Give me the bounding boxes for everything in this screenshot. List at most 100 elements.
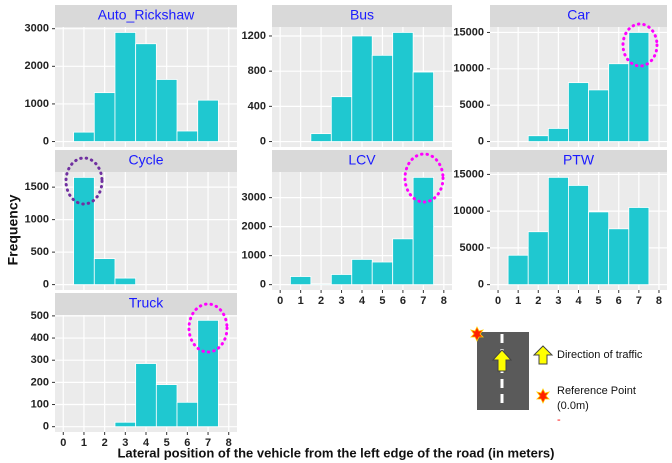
bar: [136, 44, 157, 142]
bar: [177, 131, 198, 142]
y-tick-label: 1200: [242, 30, 266, 42]
bar: [528, 232, 548, 285]
x-tick-label: 4: [575, 295, 582, 307]
x-axis-label: Lateral position of the vehicle from the…: [117, 445, 554, 460]
bar: [393, 32, 413, 141]
facet-title: PTW: [563, 152, 595, 168]
facet-title: Cycle: [128, 152, 163, 168]
bar: [198, 320, 219, 426]
y-tick-label: 1500: [25, 181, 49, 193]
y-tick-label: 200: [31, 376, 49, 388]
bar: [508, 255, 528, 284]
bar: [352, 259, 372, 284]
x-tick-label: 2: [318, 295, 324, 307]
x-tick-label: 7: [636, 295, 642, 307]
x-tick-label: 1: [81, 437, 87, 449]
y-axis-label: Frequency: [5, 194, 21, 265]
bar: [629, 32, 649, 141]
y-tick-label: 400: [31, 332, 49, 344]
bar: [413, 177, 433, 284]
legend-dash: -: [557, 414, 561, 426]
facet-title: Bus: [350, 7, 374, 23]
x-tick-label: 7: [420, 295, 426, 307]
y-tick-label: 500: [31, 246, 49, 258]
legend-text: (0.0m): [557, 400, 589, 412]
legend-text: Direction of traffic: [557, 349, 643, 361]
bar: [352, 36, 372, 142]
y-tick-label: 0: [260, 135, 266, 147]
y-tick-label: 800: [248, 65, 266, 77]
bar: [198, 100, 219, 141]
bar: [136, 364, 157, 427]
y-tick-label: 1000: [242, 250, 266, 262]
x-tick-label: 5: [596, 295, 602, 307]
x-tick-label: 5: [379, 295, 385, 307]
legend-text: Reference Point: [557, 385, 636, 397]
y-tick-label: 3000: [25, 23, 49, 35]
x-tick-label: 6: [184, 437, 190, 449]
y-tick-label: 300: [31, 354, 49, 366]
bar: [609, 64, 629, 142]
legend-box: Direction of traffic Reference Point (0.…: [471, 327, 643, 426]
y-tick-label: 1000: [25, 98, 49, 110]
y-tick-label: 0: [43, 135, 49, 147]
x-tick-label: 8: [226, 437, 232, 449]
bar: [589, 212, 609, 285]
facets: Auto_Rickshaw0100020003000Bus04008001200…: [25, 5, 667, 449]
bar: [156, 385, 177, 427]
x-tick-label: 0: [60, 437, 66, 449]
bar: [115, 32, 136, 141]
bar: [413, 72, 433, 142]
x-tick-label: 3: [338, 295, 344, 307]
bar: [311, 284, 331, 285]
bar: [568, 83, 588, 142]
bar: [94, 259, 115, 285]
bar: [372, 55, 392, 141]
bar: [115, 422, 136, 426]
bar: [609, 229, 629, 285]
y-tick-label: 0: [478, 279, 484, 291]
bar: [331, 274, 351, 284]
facet-title: Auto_Rickshaw: [98, 7, 195, 23]
bar: [372, 262, 392, 285]
x-tick-label: 5: [164, 437, 170, 449]
x-tick-label: 2: [102, 437, 108, 449]
y-tick-label: 15000: [453, 168, 484, 180]
x-tick-label: 7: [205, 437, 211, 449]
bar: [548, 177, 568, 284]
x-tick-label: 6: [400, 295, 406, 307]
y-tick-label: 15000: [453, 26, 484, 38]
bar: [74, 177, 95, 284]
x-tick-label: 6: [616, 295, 622, 307]
facet-title: Car: [567, 7, 590, 23]
x-tick-label: 8: [656, 295, 662, 307]
chart: Frequency Lateral position of the vehicl…: [0, 0, 672, 463]
bar: [94, 93, 115, 142]
x-tick-label: 3: [555, 295, 561, 307]
y-tick-label: 2000: [242, 221, 266, 233]
y-tick-label: 5000: [460, 242, 484, 254]
bar: [629, 207, 649, 284]
x-tick-label: 2: [535, 295, 541, 307]
y-tick-label: 0: [43, 279, 49, 291]
legend-arrow: [534, 346, 552, 364]
x-tick-label: 3: [122, 437, 128, 449]
bar: [311, 134, 331, 142]
legend-star: [537, 389, 549, 403]
x-tick-label: 0: [277, 295, 283, 307]
facet-title: Truck: [129, 295, 164, 311]
bar: [568, 185, 588, 284]
bar: [331, 97, 351, 142]
x-tick-label: 1: [515, 295, 521, 307]
bar: [115, 278, 136, 284]
bar: [74, 132, 95, 141]
y-tick-label: 0: [478, 135, 484, 147]
y-tick-label: 0: [260, 279, 266, 291]
y-tick-label: 100: [31, 398, 49, 410]
bar: [156, 79, 177, 141]
bar: [290, 277, 310, 285]
facet-title: LCV: [348, 152, 376, 168]
y-tick-label: 10000: [453, 63, 484, 75]
x-tick-label: 4: [359, 295, 366, 307]
x-tick-label: 8: [441, 295, 447, 307]
